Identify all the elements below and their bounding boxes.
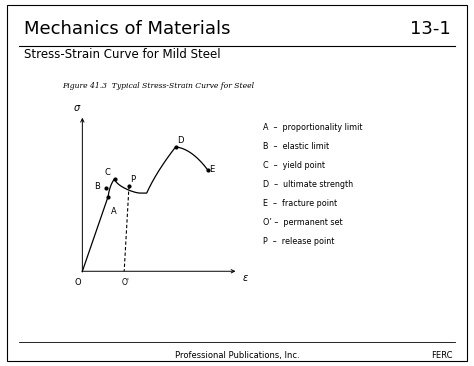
Text: A: A <box>111 207 117 216</box>
Text: $\epsilon$: $\epsilon$ <box>242 273 248 283</box>
Text: D  –  ultimate strength: D – ultimate strength <box>263 180 353 189</box>
Text: O’ –  permanent set: O’ – permanent set <box>263 218 343 227</box>
Text: O': O' <box>122 279 130 287</box>
Text: O: O <box>74 279 81 287</box>
Text: E  –  fracture point: E – fracture point <box>263 199 337 208</box>
Text: FERC: FERC <box>431 351 453 361</box>
Text: P  –  release point: P – release point <box>263 237 335 246</box>
Text: B: B <box>94 182 100 191</box>
Text: 13-1: 13-1 <box>410 20 450 38</box>
Text: E: E <box>210 165 215 173</box>
Text: P: P <box>131 175 136 184</box>
Text: Mechanics of Materials: Mechanics of Materials <box>24 20 230 38</box>
Text: $\sigma$: $\sigma$ <box>73 103 82 113</box>
Text: A  –  proportionality limit: A – proportionality limit <box>263 123 363 132</box>
Text: C  –  yield point: C – yield point <box>263 161 325 170</box>
Text: Stress-Strain Curve for Mild Steel: Stress-Strain Curve for Mild Steel <box>24 48 220 61</box>
Text: Figure 41.3  Typical Stress-Strain Curve for Steel: Figure 41.3 Typical Stress-Strain Curve … <box>62 82 254 90</box>
Text: D: D <box>177 136 184 145</box>
Text: C: C <box>105 168 110 177</box>
Text: B  –  elastic limit: B – elastic limit <box>263 142 329 151</box>
Text: Professional Publications, Inc.: Professional Publications, Inc. <box>175 351 299 361</box>
